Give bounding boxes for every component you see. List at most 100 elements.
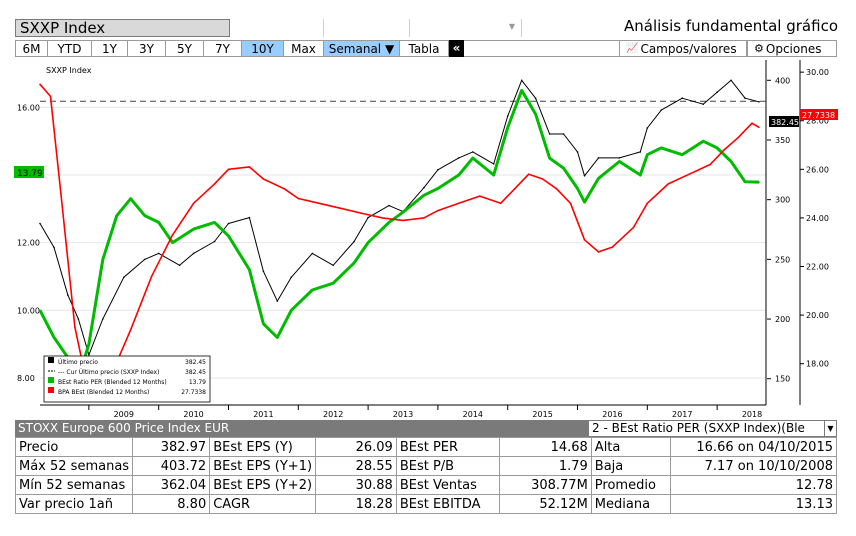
period-ytd-button[interactable]: YTD <box>47 40 91 57</box>
right2-tick-label: 26.00 <box>806 165 829 174</box>
series-2-point <box>116 214 118 217</box>
series-3-point <box>49 95 52 98</box>
series-2-point <box>576 187 579 190</box>
left-tick-label: 8.00 <box>17 374 35 383</box>
stat-label: BEst EPS (Y+2) <box>209 475 317 495</box>
series-1-point <box>437 169 439 171</box>
stat-value: 382.97 <box>132 437 211 457</box>
legend-label: --- Cur Último precio (SXXP Index) <box>58 369 159 376</box>
stat-value: 362.04 <box>132 475 211 495</box>
period-7y-button[interactable]: 7Y <box>203 40 241 57</box>
series-1-point <box>388 204 390 207</box>
chevron-down-icon: ▼ <box>508 22 515 31</box>
series-3-point <box>297 197 300 200</box>
right2-tick-label: 22.00 <box>806 263 829 272</box>
series-3-point <box>402 219 404 222</box>
series-2-point <box>276 336 279 339</box>
frequency-dropdown[interactable]: Semanal ▼ <box>323 40 399 57</box>
series-3-point <box>583 239 586 241</box>
series-1-point <box>39 222 41 225</box>
right-tick-label: 250 <box>775 255 790 264</box>
series-2-point <box>367 241 369 244</box>
series-2-point <box>660 147 663 149</box>
x-tick-label: 2013 <box>393 410 413 418</box>
period-toolbar: 6M YTD 1Y 3Y 5Y 7Y 10Y Max Semanal ▼ Tab… <box>15 40 837 57</box>
options-button[interactable]: ⚙ Opciones <box>747 40 837 57</box>
security-field-3[interactable] <box>326 19 410 37</box>
series-3-point <box>513 188 516 190</box>
right2-tick-label: 18.00 <box>806 360 829 369</box>
series-1-point <box>618 157 621 159</box>
stat-value: 28.55 <box>315 456 397 476</box>
series-3-point <box>39 83 41 86</box>
series-1-point <box>77 318 80 320</box>
right-tick-label: 300 <box>775 196 790 205</box>
collapse-button[interactable]: « <box>449 40 464 57</box>
stat-label: BEst Ventas <box>395 475 501 495</box>
stat-label: Baja <box>590 456 671 476</box>
series-2-point <box>458 174 460 176</box>
series-2-point <box>227 235 230 237</box>
period-1y-button[interactable]: 1Y <box>91 40 127 57</box>
series-3-point <box>632 226 635 229</box>
chevron-down-icon[interactable]: ▼ <box>824 421 836 436</box>
series-1-point <box>660 109 663 111</box>
series-2-point <box>332 282 335 284</box>
left-tick-label: 12.00 <box>17 239 40 248</box>
series-3-point <box>688 173 690 175</box>
period-max-button[interactable]: Max <box>283 40 323 57</box>
series-3-point <box>150 275 153 277</box>
legend-value: 382.45 <box>185 359 206 366</box>
fields-values-button[interactable]: 📈 Campos/valores <box>619 40 747 57</box>
series-selector[interactable]: 2 - BEst Ratio PER (SXXP Index)(Ble ▼ <box>588 420 837 437</box>
series-2-point <box>639 174 642 176</box>
period-10y-button[interactable]: 10Y <box>241 40 283 57</box>
series-1-point <box>458 157 460 159</box>
series-1-point <box>423 186 425 189</box>
toolbar-spacer <box>464 40 619 57</box>
ticker-field[interactable]: SXXP Index <box>15 19 230 37</box>
series-1-point <box>520 79 523 82</box>
x-tick-label: 2012 <box>323 410 343 418</box>
stat-value: 16.66 on 04/10/2015 <box>669 437 838 457</box>
right2-tick-label: 24.00 <box>806 214 829 223</box>
series-3-point <box>248 166 251 168</box>
series-3-point <box>339 207 342 209</box>
period-6m-button[interactable]: 6M <box>15 40 47 57</box>
period-5y-button[interactable]: 5Y <box>165 40 203 57</box>
security-field-4[interactable]: ▼ <box>412 19 522 37</box>
stat-label: Var precio 1añ <box>14 494 134 514</box>
index-name-bar: STOXX Europe 600 Price Index EUR <box>15 420 588 437</box>
series-2-point <box>53 336 55 339</box>
stat-label: Mediana <box>590 494 671 514</box>
series-2-point <box>102 258 104 261</box>
fields-values-label: Campos/valores <box>640 41 737 56</box>
series-2-point <box>744 181 746 183</box>
series-3-point <box>723 149 725 151</box>
series-3-point <box>569 202 572 205</box>
series-1-point <box>311 252 314 255</box>
series-2-point <box>716 147 718 149</box>
chart-title: SXXP Index <box>46 66 92 75</box>
stat-value: 14.68 <box>499 437 592 457</box>
series-2-point <box>492 174 495 176</box>
series-3-point <box>318 202 321 205</box>
table-button[interactable]: Tabla <box>399 40 449 57</box>
series-1-point <box>548 133 551 135</box>
left-tick-label: 10.00 <box>17 306 40 315</box>
series-1-point <box>583 175 586 177</box>
series-3-point <box>597 251 600 253</box>
series-3-point <box>171 234 174 236</box>
period-3y-button[interactable]: 3Y <box>127 40 165 57</box>
series-2-point <box>646 153 649 156</box>
security-field-2[interactable] <box>232 19 324 37</box>
table-row: Mín 52 semanas 362.04 BEst EPS (Y+2) 30.88 B… <box>14 475 838 495</box>
stat-label: BEst PER <box>395 437 501 457</box>
left-tick-label: 16.00 <box>17 103 40 112</box>
stat-label: Máx 52 semanas <box>14 456 134 476</box>
series-layer <box>38 79 760 394</box>
series-2-point <box>129 197 132 200</box>
series-3-point <box>381 217 383 219</box>
